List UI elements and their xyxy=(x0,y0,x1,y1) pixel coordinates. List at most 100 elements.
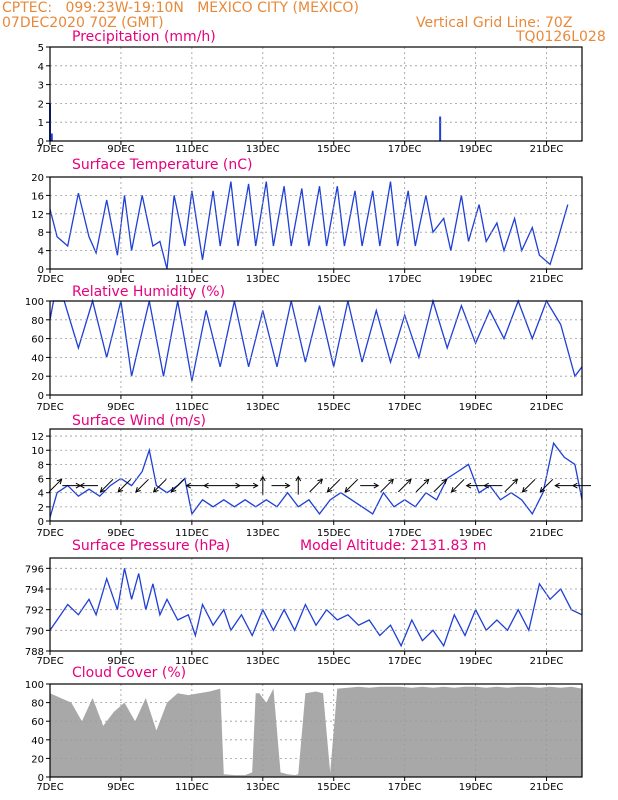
wind-arrow xyxy=(48,478,62,493)
wind-arrow xyxy=(327,478,341,493)
cloud-xtick-label: 21DEC xyxy=(530,782,564,793)
rh-frame xyxy=(49,300,583,396)
rh-ytick-label: 40 xyxy=(31,353,44,364)
temp-ytick-label: 8 xyxy=(38,228,44,239)
wind-arrow-head xyxy=(521,486,528,493)
precip-xtick-label: 9DEC xyxy=(107,144,134,155)
wind-arrow-head xyxy=(326,486,333,493)
wind-arrow-head xyxy=(512,478,519,485)
wind-arrow xyxy=(398,478,412,493)
precip-xtick-label: 19DEC xyxy=(459,144,493,155)
pressure-ytick-label: 796 xyxy=(25,564,44,575)
precip-xtick-label: 11DEC xyxy=(175,144,209,155)
wind-series-line xyxy=(49,441,583,518)
wind-arrow xyxy=(504,478,518,493)
wind-arrow xyxy=(135,478,149,493)
pressure-xtick-label: 21DEC xyxy=(530,656,564,667)
pressure-xtick-label: 7DEC xyxy=(36,656,63,667)
wind-xtick-label: 11DEC xyxy=(175,528,209,539)
wind-ytick-label: 6 xyxy=(38,475,44,486)
pressure-xtick-label: 13DEC xyxy=(246,656,280,667)
cloud-xtick-label: 17DEC xyxy=(388,782,422,793)
wind-arrow-head xyxy=(373,482,380,489)
temp-xtick-label: 7DEC xyxy=(36,274,63,285)
wind-xtick-label: 19DEC xyxy=(459,528,493,539)
wind-ytick-label: 0 xyxy=(38,517,44,528)
cloud-xtick-label: 11DEC xyxy=(175,782,209,793)
wind-arrow-head xyxy=(259,475,266,482)
wind-arrow xyxy=(522,478,536,493)
wind-arrow-head xyxy=(465,482,472,489)
cloud-ytick-label: 20 xyxy=(31,754,44,765)
wind-arrow xyxy=(415,478,430,493)
rh-xtick-label: 19DEC xyxy=(459,402,493,413)
cloud-ytick-label: 80 xyxy=(31,699,44,710)
wind-arrow-head xyxy=(252,482,259,489)
wind-arrow-head xyxy=(388,478,394,485)
header-datetime: 07DEC2020 70Z (GMT) xyxy=(2,15,164,31)
wind-frame xyxy=(49,428,583,522)
precip-ytick-label: 5 xyxy=(38,43,44,54)
pressure-xtick-label: 9DEC xyxy=(107,656,134,667)
temp-xtick-label: 17DEC xyxy=(388,274,422,285)
cloud-ytick-label: 60 xyxy=(31,717,44,728)
wind-arrow-head xyxy=(56,478,63,485)
rh-xtick-label: 13DEC xyxy=(246,402,280,413)
cloud-frame xyxy=(49,683,583,778)
wind-panel: Surface Wind (m/s) 0 2 4 6 8 10 12 7DEC 9DEC 11DEC… xyxy=(31,413,583,539)
wind-arrow-head xyxy=(317,478,324,485)
precip-panel: Precipitation (mm/h) 0 1 2 3 4 5 7DEC 9DEC 11DEC 1… xyxy=(36,29,583,155)
header-code: TQ0126L028 xyxy=(516,29,606,45)
wind-arrow-head xyxy=(344,486,351,493)
precip-ytick-label: 2 xyxy=(38,99,44,110)
rh-series-line xyxy=(49,298,583,382)
temp-xtick-label: 19DEC xyxy=(459,274,493,285)
wind-xtick-label: 13DEC xyxy=(246,528,280,539)
pressure-series-line xyxy=(49,568,583,648)
temp-xtick-label: 15DEC xyxy=(317,274,351,285)
wind-arrow-head xyxy=(152,486,159,493)
pressure-ytick-label: 794 xyxy=(25,585,44,596)
precip-xtick-label: 15DEC xyxy=(317,144,351,155)
rh-xtick-label: 21DEC xyxy=(530,402,564,413)
wind-arrow xyxy=(380,478,394,493)
wind-arrow xyxy=(451,478,465,493)
wind-arrow-head xyxy=(170,486,177,493)
cloud-ytick-label: 100 xyxy=(25,680,44,691)
pressure-xtick-label: 15DEC xyxy=(317,656,351,667)
pressure-ytick-label: 792 xyxy=(25,606,44,617)
wind-xtick-label: 7DEC xyxy=(36,528,63,539)
wind-arrow-head xyxy=(78,482,85,489)
temp-series-line xyxy=(49,181,569,270)
pressure-annotation: Model Altitude: 2131.83 m xyxy=(300,538,486,554)
precip-xtick-label: 7DEC xyxy=(36,144,63,155)
wind-arrow xyxy=(344,478,359,493)
wind-title: Surface Wind (m/s) xyxy=(72,413,206,429)
precip-ytick-label: 0 xyxy=(38,137,44,148)
cloud-area xyxy=(50,686,582,777)
wind-arrow xyxy=(117,478,132,493)
precip-ytick-label: 1 xyxy=(38,118,44,129)
wind-arrow-head xyxy=(203,482,209,489)
temp-xtick-label: 13DEC xyxy=(246,274,280,285)
rh-xtick-label: 9DEC xyxy=(107,402,134,413)
pressure-title: Surface Pressure (hPa) xyxy=(72,538,230,554)
rh-ytick-label: 20 xyxy=(31,372,44,383)
precip-ytick-label: 3 xyxy=(38,81,44,92)
cloud-panel: Cloud Cover (%) 0 20 40 60 80 100 7DEC 9DEC 11DEC… xyxy=(25,665,583,793)
wind-arrow-head xyxy=(554,482,560,489)
wind-arrow-head xyxy=(483,482,489,489)
wind-arrow xyxy=(433,478,447,493)
wind-arrow xyxy=(153,478,167,493)
wind-arrow xyxy=(309,478,323,493)
pressure-ytick-label: 788 xyxy=(25,647,44,658)
wind-ytick-label: 12 xyxy=(31,432,44,443)
pressure-xtick-label: 19DEC xyxy=(459,656,493,667)
precip-xtick-label: 17DEC xyxy=(388,144,422,155)
wind-arrow-head xyxy=(295,475,302,482)
rh-ytick-label: 80 xyxy=(31,316,44,327)
temp-ytick-label: 0 xyxy=(38,265,44,276)
pressure-xtick-label: 11DEC xyxy=(175,656,209,667)
wind-xtick-label: 21DEC xyxy=(530,528,564,539)
